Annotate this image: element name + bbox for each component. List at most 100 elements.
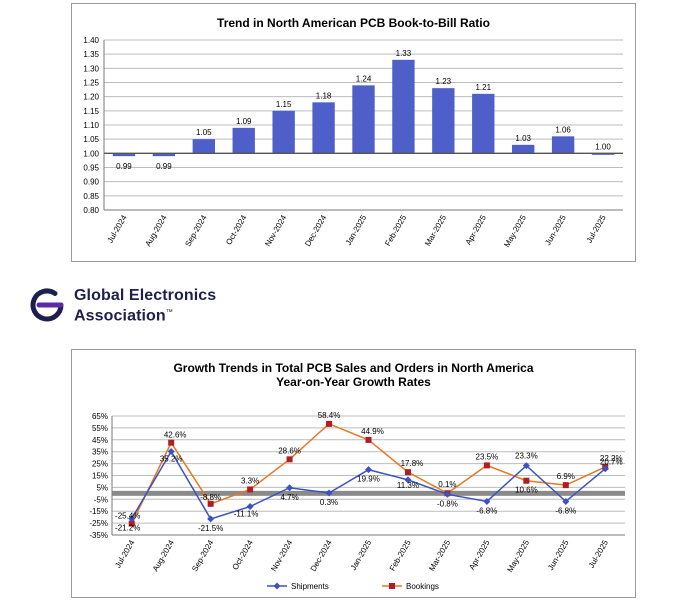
shipments-data-label: 11.3%	[397, 481, 419, 490]
y-tick-label: -35%	[89, 531, 108, 540]
bookings-point	[326, 420, 333, 427]
y-tick-label: -25%	[89, 519, 108, 528]
growth-trends-chart: Growth Trends in Total PCB Sales and Ord…	[71, 349, 636, 598]
growth-trends-plot: 65% 55% 45% 35% 25% 15% 5% -5% -15% -25% -35% -21.2…	[89, 411, 625, 591]
bookings-data-label: 23.5%	[476, 452, 499, 461]
bar	[472, 93, 495, 154]
x-tick-label: Aug-2024	[143, 213, 168, 248]
x-tick-label: Jul-2025	[587, 538, 610, 570]
bookings-point	[247, 486, 254, 493]
shipments-point	[365, 466, 372, 474]
x-tick-label: Jun-2025	[543, 213, 568, 247]
x-tick-label: Nov-2024	[269, 538, 294, 573]
data-label: 1.15	[276, 100, 292, 109]
data-label: 1.06	[555, 125, 571, 134]
x-tick-label: Mar-2025	[423, 213, 448, 248]
y-tick-label: 1.15	[83, 107, 99, 116]
bookings-point	[168, 439, 175, 446]
x-tick-label: Jan-2025	[349, 538, 374, 572]
x-tick-label: Jun-2025	[546, 538, 571, 572]
bookings-data-label: 3.3%	[241, 476, 259, 485]
shipments-point	[483, 497, 491, 505]
shipments-point	[601, 465, 609, 473]
x-tick-label: Dec-2024	[303, 213, 328, 248]
y-tick-label: 1.30	[83, 64, 99, 73]
data-label: 1.00	[595, 142, 611, 151]
shipments-point	[246, 503, 254, 511]
bar	[312, 102, 335, 154]
x-tick-label: Nov-2024	[263, 213, 288, 248]
x-tick-label: Jul-2024	[113, 538, 136, 570]
bar	[112, 153, 136, 157]
shipments-data-label: -11.1%	[234, 510, 259, 519]
x-tick-label: Mar-2025	[427, 538, 452, 573]
shipments-point	[286, 484, 294, 492]
bookings-data-label: 0.1%	[438, 480, 456, 489]
y-tick-label: 45%	[92, 436, 108, 445]
data-label: 1.23	[436, 77, 452, 86]
bookings-data-label: 6.9%	[557, 472, 575, 481]
shipments-point	[128, 515, 136, 523]
legend-label-shipments: Shipments	[291, 582, 329, 591]
data-label: 1.18	[316, 91, 332, 100]
brand-name-line2: Association™	[74, 307, 173, 325]
shipments-data-label: 23.3%	[515, 452, 538, 461]
legend-marker-shipments	[273, 582, 281, 590]
chart-subtitle: Year-on-Year Growth Rates	[276, 375, 431, 389]
bookings-point	[207, 500, 214, 507]
bar	[232, 127, 255, 154]
y-tick-label: 1.25	[83, 79, 99, 88]
shipments-data-label: 0.3%	[320, 498, 338, 507]
shipments-data-label: 19.9%	[357, 475, 380, 484]
shipments-data-label: 35.2%	[160, 454, 183, 463]
bookings-data-label: 10.6%	[515, 486, 538, 495]
y-tick-label: 5%	[96, 483, 108, 492]
chart-title: Trend in North American PCB Book-to-Bill…	[217, 16, 490, 30]
x-tick-label: Feb-2025	[383, 213, 408, 248]
x-tick-label: Apr-2025	[467, 538, 492, 571]
brand-name: Global Electronics Association™	[74, 287, 216, 324]
shipments-point	[522, 462, 530, 470]
data-label: 1.05	[196, 128, 212, 137]
y-tick-label: 55%	[92, 424, 108, 433]
y-tick-label: 65%	[92, 412, 108, 421]
y-tick-label: -5%	[94, 495, 108, 504]
shipments-point	[562, 497, 570, 505]
bookings-data-label: 17.8%	[401, 459, 424, 468]
shipments-data-label: -21.5%	[198, 524, 223, 533]
x-tick-label: Dec-2024	[309, 538, 334, 573]
shipments-data-label: -6.8%	[476, 506, 497, 515]
bookings-point	[404, 469, 411, 476]
y-tick-label: 1.00	[83, 149, 99, 158]
shipments-point	[207, 515, 215, 523]
data-label: 1.03	[515, 134, 531, 143]
x-tick-label: Jul-2024	[106, 213, 129, 245]
y-tick-label: -15%	[89, 507, 108, 516]
bookings-data-label: 28.6%	[278, 446, 301, 455]
bar	[551, 136, 575, 154]
bar	[512, 144, 535, 154]
brand-logo: Global Electronics Association™	[28, 283, 228, 324]
y-tick-label: 25%	[92, 460, 108, 469]
shipments-point	[443, 490, 451, 498]
legend-marker-bookings	[389, 583, 395, 589]
bookings-point	[523, 477, 530, 484]
y-tick-label: 35%	[92, 448, 108, 457]
shipments-data-label: -21.2%	[115, 524, 140, 533]
book-to-bill-plot: 0.80 0.85 0.90 0.95 1.00 1.05 1.10 1.15 1.20 1.25…	[83, 36, 623, 249]
bar	[591, 153, 615, 155]
chart-title: Growth Trends in Total PCB Sales and Ord…	[173, 361, 534, 375]
bar	[432, 88, 455, 154]
zero-band	[112, 490, 625, 496]
bar	[272, 110, 295, 154]
y-tick-label: 1.10	[83, 121, 99, 130]
y-tick-label: 0.85	[83, 192, 99, 201]
y-tick-label: 1.40	[83, 36, 99, 45]
data-label: 1.24	[356, 74, 372, 83]
x-tick-label: Apr-2025	[464, 213, 489, 246]
bookings-point	[562, 482, 569, 489]
legend-label-bookings: Bookings	[406, 582, 439, 591]
shipments-data-label: -6.8%	[555, 506, 576, 515]
data-label: 1.33	[396, 49, 412, 58]
y-tick-label: 15%	[92, 472, 108, 481]
